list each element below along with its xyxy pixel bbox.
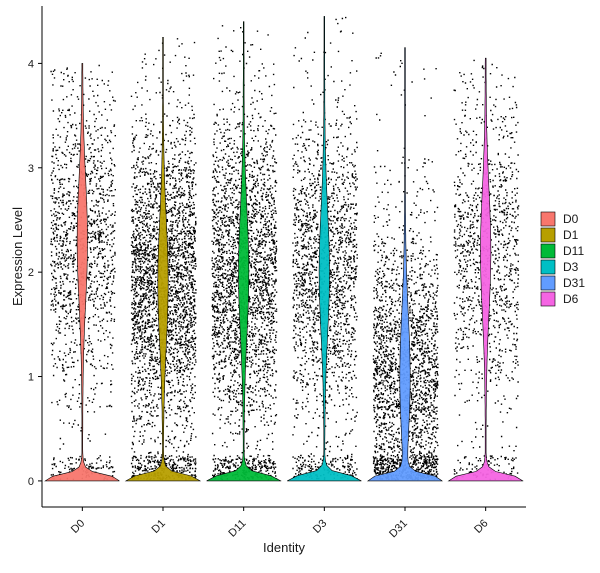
- violin-D31: [366, 47, 443, 482]
- violin-D11: [206, 21, 282, 482]
- legend: D0 D1 D11 D3 D31 D6: [540, 211, 585, 307]
- x-tick-label-D1: D1: [150, 517, 168, 535]
- x-tick-label-D3: D3: [311, 517, 329, 535]
- y-tick-label-0: 0: [28, 476, 34, 488]
- legend-label-D6: D6: [563, 292, 579, 306]
- violin-D6: [447, 57, 524, 482]
- x-tick-label-D0: D0: [69, 517, 87, 535]
- legend-label-D1: D1: [563, 228, 579, 242]
- legend-swatch-D1: [540, 227, 556, 243]
- x-axis-title: Identity: [263, 540, 305, 555]
- legend-swatch-D3: [540, 259, 556, 275]
- y-tick-label-1: 1: [28, 372, 34, 384]
- violin-D3: [287, 16, 362, 482]
- points-D11: [211, 25, 278, 481]
- legend-swatch-D11: [540, 243, 556, 259]
- legend-swatch-D0: [540, 211, 556, 227]
- legend-label-D31: D31: [563, 276, 585, 290]
- violins: [44, 16, 524, 482]
- legend-label-D11: D11: [563, 244, 584, 258]
- y-axis-title: Expression Level: [10, 207, 25, 306]
- legend-label-D3: D3: [563, 260, 579, 274]
- y-tick-label-2: 2: [28, 267, 34, 279]
- y-tick-label-3: 3: [28, 163, 34, 175]
- violin-D0: [44, 63, 120, 482]
- legend-swatch-D6: [540, 291, 556, 307]
- violin-D1: [124, 37, 201, 482]
- jitter-points: [50, 16, 520, 481]
- points-D31: [372, 52, 439, 481]
- x-tick-label-D31: D31: [387, 517, 410, 540]
- legend-swatch-D31: [540, 275, 556, 291]
- x-tick-label-D6: D6: [472, 517, 490, 535]
- y-tick-label-4: 4: [28, 58, 34, 70]
- x-tick-label-D11: D11: [226, 517, 248, 539]
- legend-label-D0: D0: [563, 212, 579, 226]
